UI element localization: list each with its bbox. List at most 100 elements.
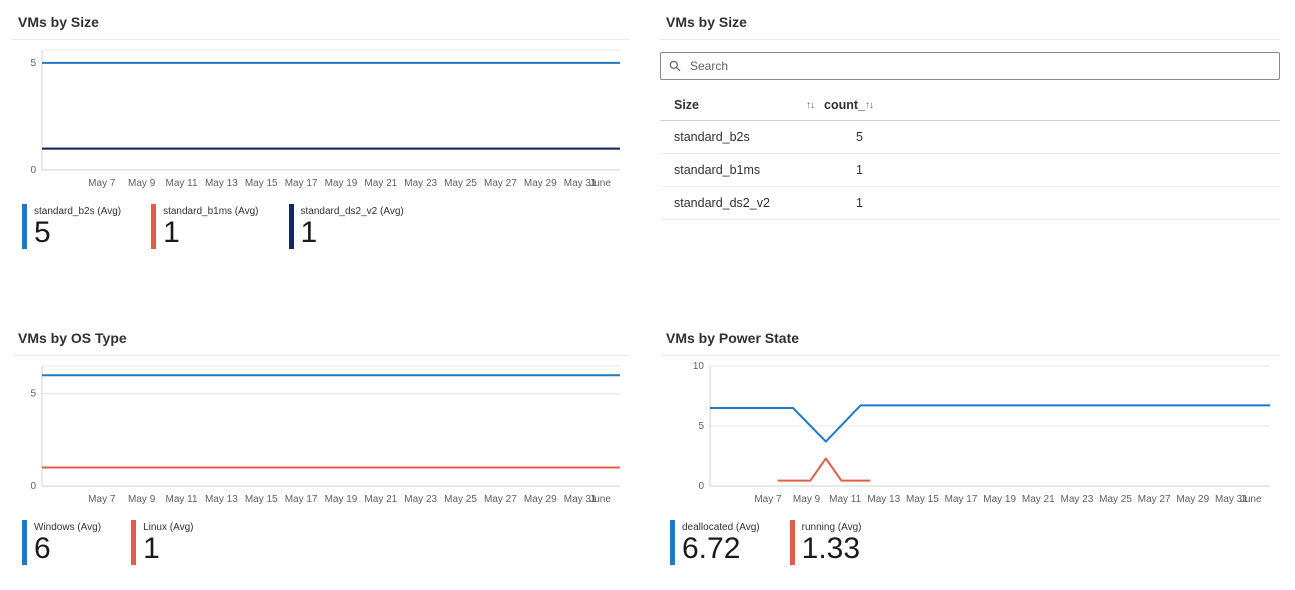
legend-item-linux[interactable]: Linux (Avg) 1 (131, 520, 194, 566)
legend-item-standard-ds2-v2[interactable]: standard_ds2_v2 (Avg) 1 (288, 204, 404, 250)
svg-text:May 13: May 13 (205, 494, 238, 505)
legend-value: 6 (34, 532, 51, 565)
legend-color-bar (789, 520, 795, 566)
table-row[interactable]: standard_b1ms 1 (660, 154, 1280, 187)
column-header-size[interactable]: Size ↑↓ (674, 98, 824, 112)
legend-item-running[interactable]: running (Avg) 1.33 (789, 520, 862, 566)
svg-text:May 19: May 19 (325, 494, 358, 505)
cell-count: 5 (856, 130, 863, 144)
legend-text: running (Avg) 1.33 (802, 520, 862, 565)
svg-text:May 11: May 11 (165, 494, 197, 505)
cell-size: standard_ds2_v2 (674, 196, 770, 210)
cell-size: standard_b1ms (674, 163, 761, 177)
vms-by-size-chart-panel: VMs by Size 0 5 May 7 May 9 May 11 May 13 May … (12, 14, 630, 250)
svg-text:5: 5 (698, 421, 704, 432)
legend-color-bar (288, 204, 294, 250)
legend-text: standard_ds2_v2 (Avg) 1 (301, 204, 404, 249)
svg-text:May 19: May 19 (325, 178, 358, 189)
column-header-label: Size (674, 98, 700, 112)
legend-item-standard-b2s[interactable]: standard_b2s (Avg) 5 (22, 204, 121, 250)
svg-text:May 9: May 9 (128, 494, 156, 505)
svg-text:May 13: May 13 (867, 494, 900, 505)
legend-value: 1.33 (801, 532, 861, 565)
svg-text:May 9: May 9 (793, 494, 821, 505)
legend-item-standard-b1ms[interactable]: standard_b1ms (Avg) 1 (151, 204, 259, 250)
search-icon (669, 60, 681, 72)
legend-label: deallocated (Avg) (682, 522, 760, 533)
vms-by-power-state-panel: VMs by Power State 0 5 10 May 7 May 9 May 11 M… (660, 330, 1280, 566)
svg-text:May 31: May 31 (564, 178, 597, 189)
svg-text:May 13: May 13 (205, 178, 238, 189)
panel-title: VMs by Size (660, 14, 1280, 40)
legend-color-bar (22, 204, 27, 250)
search-box[interactable] (660, 52, 1280, 80)
svg-text:May 15: May 15 (906, 494, 939, 505)
legend-color-bar (131, 520, 137, 566)
svg-text:May 25: May 25 (444, 178, 477, 189)
svg-text:0: 0 (30, 481, 36, 492)
svg-text:May 31: May 31 (564, 494, 597, 505)
svg-text:June: June (589, 178, 611, 189)
svg-text:May 17: May 17 (285, 494, 318, 505)
grid-header: Size ↑↓ count_ ↑↓ (660, 90, 1280, 121)
svg-text:May 17: May 17 (285, 178, 318, 189)
vms-by-size-table-panel: VMs by Size Size ↑↓ count_ ↑↓ standard_b… (660, 14, 1280, 220)
panel-title: VMs by Size (12, 14, 630, 40)
legend-label: running (Avg) (801, 522, 862, 533)
legend-color-bar (22, 520, 27, 566)
svg-text:May 23: May 23 (404, 178, 437, 189)
sort-icon-size: ↑↓ (806, 99, 815, 111)
svg-text:May 19: May 19 (983, 494, 1016, 505)
svg-text:May 29: May 29 (524, 494, 557, 505)
legend-value: 6.72 (682, 532, 741, 565)
legend-color-bar (670, 520, 675, 566)
svg-text:0: 0 (698, 481, 704, 492)
legend: deallocated (Avg) 6.72 running (Avg) 1.3… (660, 520, 1280, 566)
svg-text:May 9: May 9 (128, 178, 156, 189)
svg-text:May 17: May 17 (945, 494, 978, 505)
svg-text:May 25: May 25 (1099, 494, 1132, 505)
search-input[interactable] (688, 58, 1271, 74)
panel-title: VMs by OS Type (12, 330, 630, 356)
svg-text:May 7: May 7 (754, 494, 782, 505)
svg-text:May 23: May 23 (404, 494, 437, 505)
svg-text:May 25: May 25 (444, 494, 477, 505)
svg-text:May 21: May 21 (364, 494, 397, 505)
legend: Windows (Avg) 6 Linux (Avg) 1 (12, 520, 630, 566)
column-header-count[interactable]: count_ ↑↓ (824, 98, 874, 112)
legend-value: 1 (163, 216, 180, 249)
svg-text:May 27: May 27 (484, 494, 517, 505)
legend-label: Linux (Avg) (143, 522, 194, 533)
legend-text: standard_b1ms (Avg) 1 (163, 204, 258, 249)
svg-text:May 27: May 27 (484, 178, 517, 189)
svg-text:May 23: May 23 (1060, 494, 1093, 505)
svg-text:May 15: May 15 (245, 178, 278, 189)
svg-text:May 29: May 29 (524, 178, 557, 189)
svg-text:May 21: May 21 (1022, 494, 1055, 505)
table-row[interactable]: standard_b2s 5 (660, 121, 1280, 154)
vms-by-size-line-chart: 0 5 May 7 May 9 May 11 May 13 May 15 May 17 May … (30, 49, 620, 189)
vms-by-power-state-line-chart: 0 5 10 May 7 May 9 May 11 May 13 May 15 May 17 Ma… (693, 361, 1270, 505)
legend-text: deallocated (Avg) 6.72 (682, 520, 760, 565)
legend: standard_b2s (Avg) 5 standard_b1ms (Avg)… (12, 204, 630, 250)
legend-label: standard_ds2_v2 (Avg) (300, 206, 404, 217)
svg-text:May 27: May 27 (1138, 494, 1171, 505)
legend-label: standard_b1ms (Avg) (163, 206, 259, 217)
svg-text:May 7: May 7 (88, 494, 116, 505)
legend-value: 1 (300, 216, 318, 249)
svg-text:May 29: May 29 (1176, 494, 1209, 505)
legend-label: standard_b2s (Avg) (34, 206, 122, 217)
column-header-label: count_ (824, 98, 865, 112)
cell-count: 1 (856, 196, 863, 210)
cell-size: standard_b2s (674, 130, 750, 144)
svg-text:May 11: May 11 (829, 494, 861, 505)
svg-text:May 21: May 21 (364, 178, 397, 189)
legend-text: standard_b2s (Avg) 5 (34, 204, 121, 249)
table-row[interactable]: standard_ds2_v2 1 (660, 187, 1280, 220)
legend-item-deallocated[interactable]: deallocated (Avg) 6.72 (670, 520, 760, 566)
legend-item-windows[interactable]: Windows (Avg) 6 (22, 520, 101, 566)
panel-title: VMs by Power State (660, 330, 1280, 356)
vms-by-os-type-line-chart: 0 5 May 7 May 9 May 11 May 13 May 15 May 17 May … (30, 365, 620, 505)
svg-text:5: 5 (30, 389, 36, 400)
svg-text:May 7: May 7 (88, 178, 116, 189)
